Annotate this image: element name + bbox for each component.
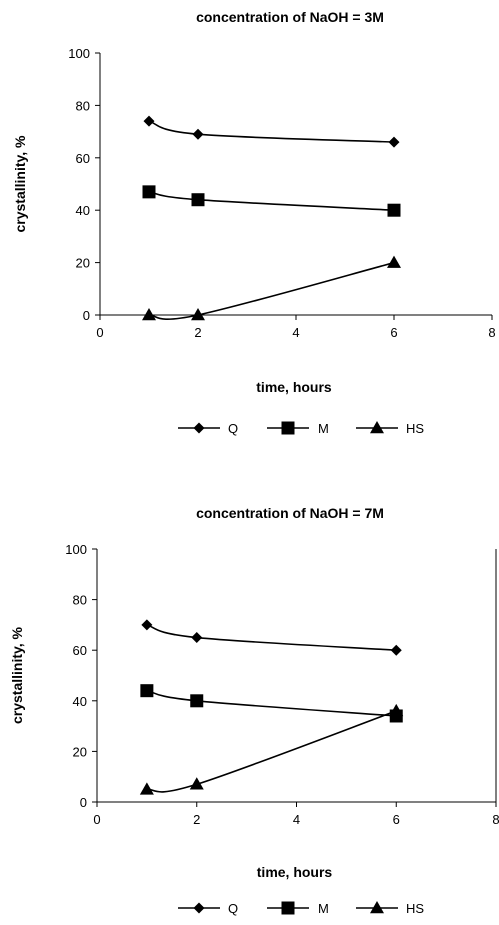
legend-marker-hs xyxy=(370,421,384,434)
data-point-q xyxy=(191,632,203,644)
legend-label-hs: HS xyxy=(406,421,424,436)
y-tick-label: 100 xyxy=(65,542,87,557)
y-tick-label: 20 xyxy=(76,256,90,271)
chart-2-title: concentration of NaOH = 7M xyxy=(196,505,384,521)
x-tick-label: 8 xyxy=(488,325,495,340)
data-point-q xyxy=(141,619,153,631)
y-tick-label: 40 xyxy=(76,203,90,218)
data-point-q xyxy=(390,644,402,656)
chart-2 xyxy=(92,548,497,915)
x-tick-label: 8 xyxy=(492,812,499,827)
y-tick-label: 20 xyxy=(73,744,87,759)
legend-marker-q xyxy=(193,422,205,434)
data-point-m xyxy=(387,203,401,217)
legend-label-q: Q xyxy=(228,421,238,436)
legend-marker-m xyxy=(281,901,295,915)
legend-label-hs: HS xyxy=(406,901,424,916)
legend-label-m: M xyxy=(318,421,329,436)
chart-1 xyxy=(95,52,493,435)
y-tick-label: 100 xyxy=(68,46,90,61)
y-tick-label: 80 xyxy=(73,593,87,608)
legend-label-q: Q xyxy=(228,901,238,916)
legend-marker-m xyxy=(281,421,295,435)
data-point-m xyxy=(140,684,154,698)
x-axis-title: time, hours xyxy=(257,864,333,880)
series-line-hs xyxy=(148,261,395,320)
x-tick-label: 4 xyxy=(293,812,300,827)
x-tick-label: 6 xyxy=(393,812,400,827)
y-axis-title: crystallinity, % xyxy=(9,626,25,724)
x-axis-title: time, hours xyxy=(256,379,332,395)
data-point-hs xyxy=(387,255,401,268)
legend-label-m: M xyxy=(318,901,329,916)
series-line-q xyxy=(146,624,397,651)
data-point-hs xyxy=(389,703,404,717)
y-tick-label: 60 xyxy=(76,151,90,166)
series-line-q xyxy=(148,120,395,143)
data-point-m xyxy=(190,694,204,708)
x-tick-label: 6 xyxy=(390,325,397,340)
data-point-q xyxy=(192,128,204,140)
legend-marker-hs xyxy=(370,901,384,914)
chart-1-title: concentration of NaOH = 3M xyxy=(196,9,384,25)
y-tick-label: 0 xyxy=(80,795,87,810)
data-point-hs xyxy=(191,308,205,321)
x-tick-label: 4 xyxy=(292,325,299,340)
x-tick-label: 2 xyxy=(193,812,200,827)
y-tick-label: 80 xyxy=(76,98,90,113)
data-point-q xyxy=(143,115,155,127)
x-tick-label: 0 xyxy=(93,812,100,827)
data-point-hs xyxy=(139,782,154,795)
data-point-m xyxy=(191,193,205,207)
series-line-m xyxy=(148,191,395,211)
y-tick-label: 40 xyxy=(73,694,87,709)
y-tick-label: 60 xyxy=(73,643,87,658)
legend-marker-q xyxy=(193,902,205,914)
y-tick-label: 0 xyxy=(83,308,90,323)
x-tick-label: 2 xyxy=(194,325,201,340)
series-line-m xyxy=(146,689,397,717)
data-point-q xyxy=(388,136,400,148)
series-line-hs xyxy=(146,710,397,793)
data-point-hs xyxy=(142,308,156,321)
data-point-hs xyxy=(189,777,204,790)
y-axis-title: crystallinity, % xyxy=(12,135,28,233)
x-tick-label: 0 xyxy=(96,325,103,340)
data-point-m xyxy=(142,185,156,199)
